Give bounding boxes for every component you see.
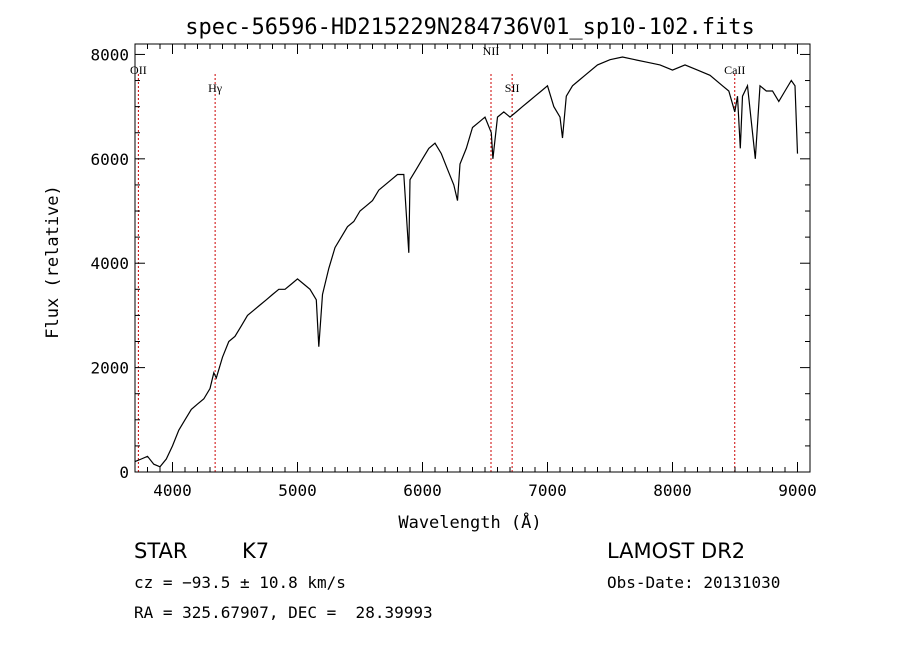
chart-title: spec-56596-HD215229N284736V01_sp10-102.f…	[185, 15, 755, 40]
spectral-line-label: NII	[483, 44, 500, 58]
spectral-line-label: CaII	[724, 63, 745, 77]
x-tick-label: 8000	[653, 481, 692, 500]
spectral-line-label: SII	[505, 81, 520, 95]
y-tick-label: 8000	[90, 45, 129, 64]
x-tick-label: 4000	[153, 481, 192, 500]
y-tick-label: 2000	[90, 359, 129, 378]
object-class-label: STAR	[134, 539, 188, 563]
y-tick-label: 6000	[90, 150, 129, 169]
subclass-label: K7	[242, 539, 270, 563]
spectral-line-label: OII	[130, 63, 147, 77]
x-tick-label: 5000	[278, 481, 317, 500]
spectral-line-markers: OII Hγ NII SII CaII	[130, 44, 745, 472]
x-tick-label: 9000	[778, 481, 817, 500]
spectral-line-label: Hγ	[208, 81, 223, 95]
y-tick-label: 0	[119, 463, 129, 482]
x-tick-label: 6000	[403, 481, 442, 500]
y-tick-label: 4000	[90, 254, 129, 273]
coordinates-label: RA = 325.67907, DEC = 28.39993	[134, 603, 433, 622]
redshift-label: cz = −93.5 ± 10.8 km/s	[134, 573, 346, 592]
spectrum-series-line	[134, 56, 799, 468]
survey-label: LAMOST DR2	[607, 539, 746, 563]
axis-ticks: 4000 5000 6000 7000 8000 9000 0 2000 4000 6000 800…	[90, 44, 817, 500]
x-tick-label: 7000	[528, 481, 567, 500]
y-axis-label: Flux (relative)	[43, 185, 63, 339]
plot-frame	[134, 43, 811, 473]
obs-date-label: Obs-Date: 20131030	[607, 573, 781, 592]
x-axis-label: Wavelength (Å)	[398, 511, 541, 533]
